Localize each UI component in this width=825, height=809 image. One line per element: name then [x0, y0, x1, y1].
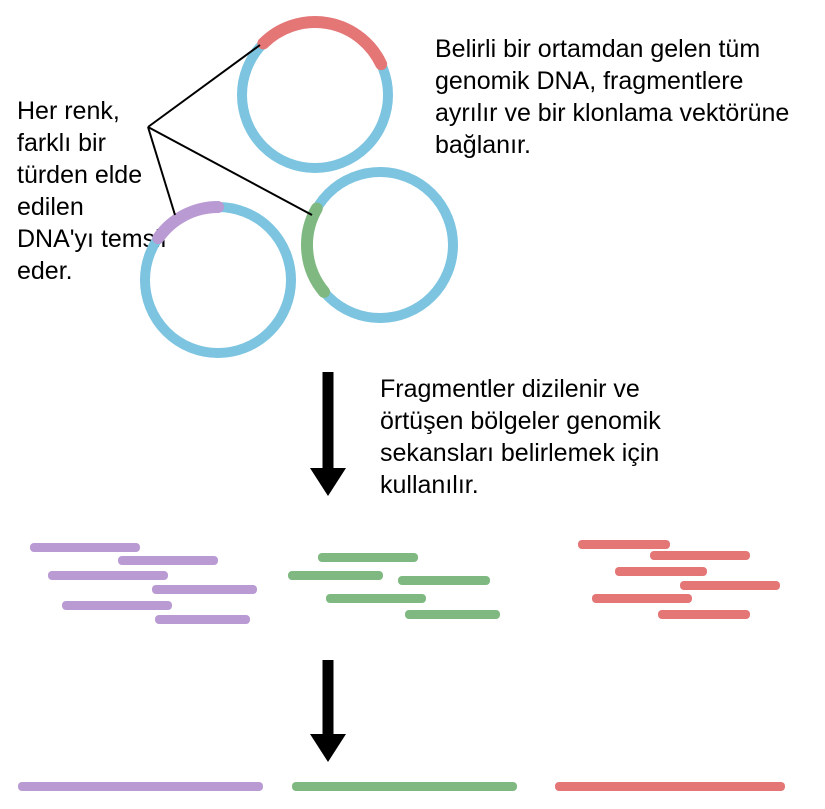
fragment-bar-1-2 [398, 576, 490, 585]
plasmid-top [242, 22, 388, 168]
assembled-bar-1 [292, 782, 517, 791]
fragment-bar-1-3 [326, 594, 426, 603]
insert-arc [158, 207, 218, 238]
assembled-bar-2 [555, 782, 785, 791]
insert-arc [307, 209, 324, 292]
plasmid-right [307, 172, 453, 318]
fragment-bar-0-0 [30, 543, 140, 552]
diagram-svg [0, 0, 825, 809]
fragment-bar-0-5 [155, 615, 250, 624]
fragment-bar-1-1 [288, 571, 383, 580]
fragment-group-1 [288, 553, 500, 619]
arrow-head [310, 468, 346, 496]
fragment-group-0 [30, 543, 257, 624]
fragment-bar-2-2 [615, 567, 707, 576]
fragment-bar-0-1 [118, 556, 218, 565]
fragment-bar-2-3 [680, 581, 780, 590]
assembled-bar-0 [18, 782, 263, 791]
fragment-bar-1-4 [405, 610, 500, 619]
arrow-head [310, 734, 346, 762]
fragment-bar-0-3 [152, 585, 257, 594]
arrow-second [310, 660, 346, 762]
insert-arc [263, 22, 381, 64]
fragment-bar-2-5 [658, 610, 750, 619]
fragment-bar-2-1 [650, 551, 750, 560]
fragment-bar-2-0 [578, 540, 670, 549]
fragment-bar-2-4 [592, 594, 692, 603]
fragment-bar-1-0 [318, 553, 418, 562]
fragment-bar-0-2 [48, 571, 168, 580]
arrow-first [310, 372, 346, 496]
plasmid-left [145, 207, 291, 353]
fragment-group-2 [578, 540, 780, 619]
lead-line-1 [148, 127, 312, 215]
fragment-bar-0-4 [62, 601, 172, 610]
vector-ring [307, 172, 453, 318]
